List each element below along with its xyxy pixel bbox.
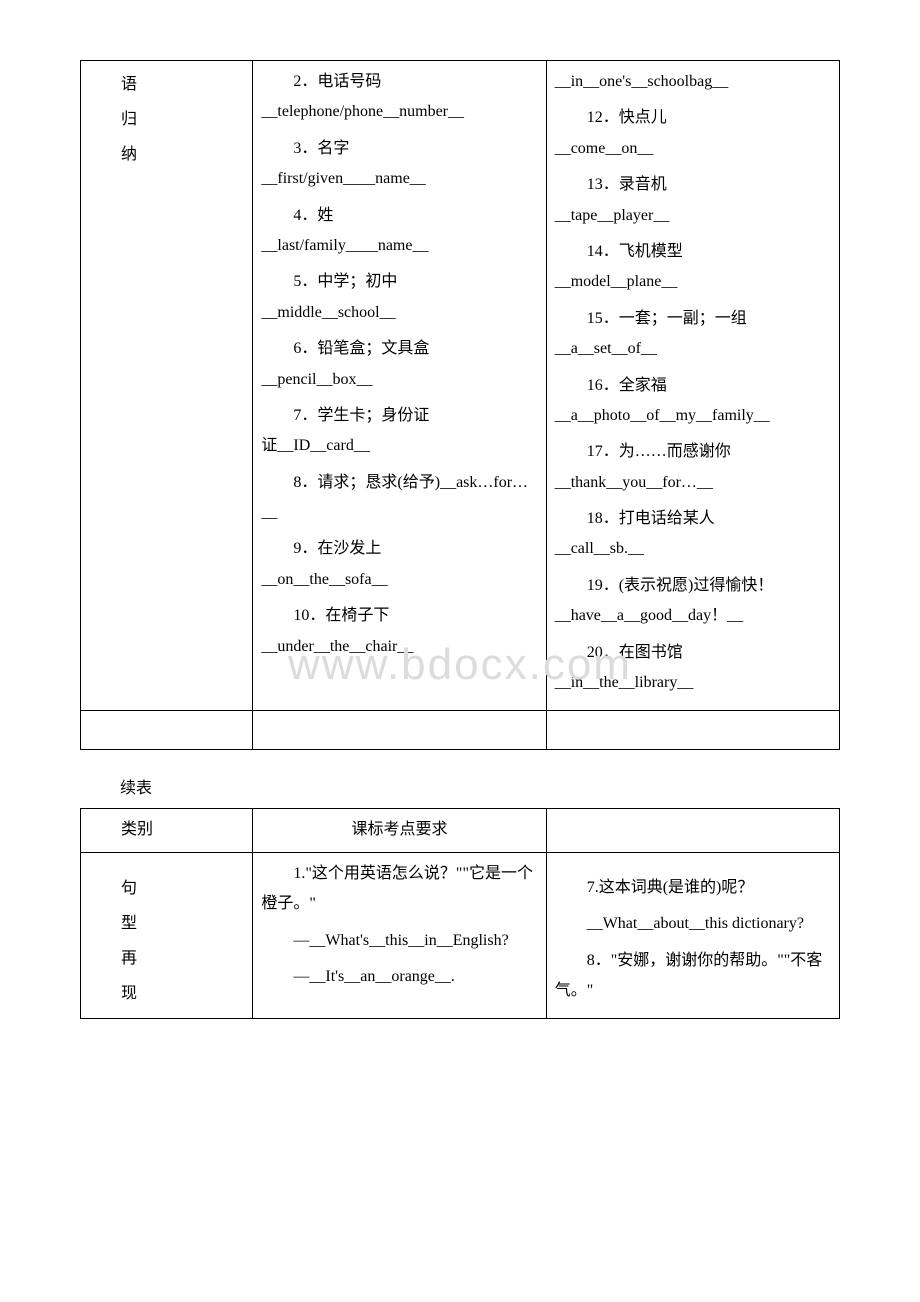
item-ans: __call__sb.__ — [555, 534, 831, 564]
item-ans: __under__the__chair__ — [261, 632, 537, 662]
item-ans: __last/family____name__ — [261, 231, 537, 261]
table2-col1: 句 型 再 现 — [81, 852, 253, 1018]
item-head: 15．一套；一副；一组__a__set__of__ — [555, 304, 831, 365]
a1a: —__What's__this__in__English? — [261, 926, 537, 956]
table2-col2: 1."这个用英语怎么说？""它是一个橙子。" —__What's__this__… — [253, 852, 546, 1018]
empty-cell — [81, 711, 253, 750]
item-head: 2．电话号码 — [261, 67, 537, 97]
item-ans: __telephone/phone__number__ — [261, 97, 537, 127]
item-head: 9．在沙发上 — [261, 534, 537, 564]
label-line: 句 — [89, 871, 244, 906]
item-ans: __a__photo__of__my__family__ — [555, 401, 831, 431]
item-ans: __tape__player__ — [555, 201, 831, 231]
q7: 7.这本词典(是谁的)呢？ — [555, 873, 831, 903]
item-head: 6．铅笔盒；文具盒__pencil__box__ — [261, 334, 537, 395]
item-head: 17．为……而感谢你 — [555, 437, 831, 467]
label-line: 语 — [89, 67, 244, 102]
label-line: 纳 — [89, 137, 244, 172]
table2-header-col2: 课标考点要求 — [253, 809, 546, 852]
label-line: 归 — [89, 102, 244, 137]
table2-header-col1: 类别 — [81, 809, 253, 852]
table2-col3: 7.这本词典(是谁的)呢？ __What__about__this dictio… — [546, 852, 839, 1018]
table1-col1: 语 归 纳 — [81, 61, 253, 711]
item-head: 12．快点儿 — [555, 103, 831, 133]
a1b: —__It's__an__orange__. — [261, 962, 537, 992]
item-head: 19．(表示祝愿)过得愉快！ — [555, 571, 831, 601]
item-head: 14．飞机模型 — [555, 237, 831, 267]
item-head: 7．学生卡；身份证 — [261, 401, 537, 431]
table1-col3: __in__one's__schoolbag__ 12．快点儿__come__o… — [546, 61, 839, 711]
item-head: 20．在图书馆 — [555, 638, 831, 668]
item-head: 10．在椅子下 — [261, 601, 537, 631]
item-ans: __model__plane__ — [555, 267, 831, 297]
item-ans: __first/given____name__ — [261, 164, 537, 194]
table2-header-col3 — [546, 809, 839, 852]
item-ans: 证__ID__card__ — [261, 431, 537, 461]
label-line: 现 — [89, 976, 244, 1011]
item-head: 16．全家福 — [555, 371, 831, 401]
table-1: 语 归 纳 2．电话号码__telephone/phone__number__ … — [80, 60, 840, 750]
item-head: 3．名字 — [261, 134, 537, 164]
item-head: 13．录音机 — [555, 170, 831, 200]
label-line: 型 — [89, 906, 244, 941]
item-ans: __in__one's__schoolbag__ — [555, 67, 831, 97]
a7: __What__about__this dictionary? — [555, 909, 831, 939]
item-ans: __on__the__sofa__ — [261, 565, 537, 595]
q1: 1."这个用英语怎么说？""它是一个橙子。" — [261, 859, 537, 920]
q8: 8．"安娜，谢谢你的帮助。""不客气。" — [555, 946, 831, 1007]
continue-table-caption: 续表 — [80, 774, 840, 798]
table-2: 类别 课标考点要求 句 型 再 现 1."这个用英语怎么说？""它是一个橙子。"… — [80, 808, 840, 1018]
item-ans: __thank__you__for…__ — [555, 468, 831, 498]
table1-col2: 2．电话号码__telephone/phone__number__ 3．名字__… — [253, 61, 546, 711]
label-line: 再 — [89, 941, 244, 976]
item-head: 8．请求；恳求(给予)__ask…for…__ — [261, 468, 537, 529]
item-ans: __middle__school__ — [261, 298, 537, 328]
item-head: 4．姓 — [261, 201, 537, 231]
item-head: 18．打电话给某人 — [555, 504, 831, 534]
item-ans: __have__a__good__day！__ — [555, 601, 831, 631]
empty-cell — [546, 711, 839, 750]
item-head: 5．中学；初中 — [261, 267, 537, 297]
item-ans: __come__on__ — [555, 134, 831, 164]
empty-cell — [253, 711, 546, 750]
item-ans: __in__the__library__ — [555, 668, 831, 698]
